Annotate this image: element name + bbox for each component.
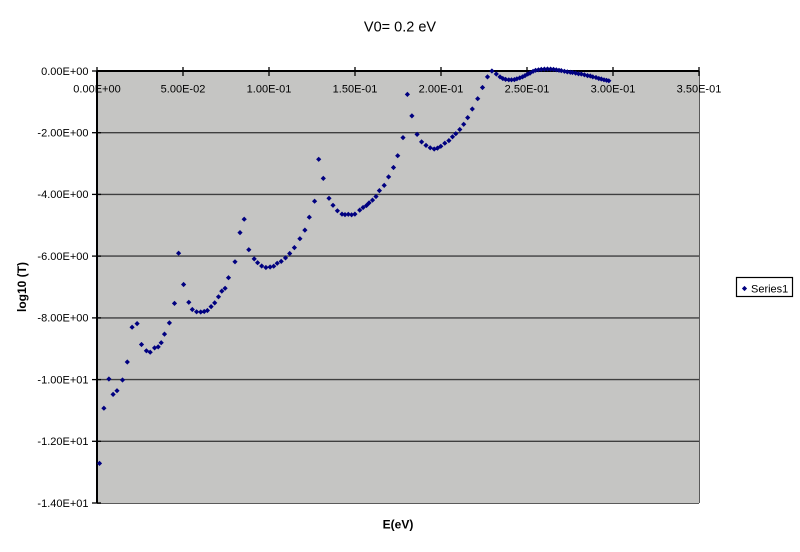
svg-text:3.00E-01: 3.00E-01 xyxy=(591,84,636,96)
svg-text:1.00E-01: 1.00E-01 xyxy=(247,84,292,96)
svg-text:log10 (T): log10 (T) xyxy=(15,262,29,312)
svg-text:2.50E-01: 2.50E-01 xyxy=(505,84,550,96)
svg-text:-1.00E+01: -1.00E+01 xyxy=(37,374,88,386)
svg-text:-1.40E+01: -1.40E+01 xyxy=(37,498,88,510)
svg-text:3.50E-01: 3.50E-01 xyxy=(677,84,722,96)
svg-text:2.00E-01: 2.00E-01 xyxy=(419,84,464,96)
svg-text:-4.00E+00: -4.00E+00 xyxy=(37,189,88,201)
svg-text:Series1: Series1 xyxy=(751,284,788,296)
svg-text:-1.20E+01: -1.20E+01 xyxy=(37,436,88,448)
svg-text:V0= 0.2 eV: V0= 0.2 eV xyxy=(364,20,436,36)
svg-text:E(eV): E(eV) xyxy=(383,518,414,532)
svg-text:5.00E-02: 5.00E-02 xyxy=(161,84,206,96)
svg-text:-8.00E+00: -8.00E+00 xyxy=(37,313,88,325)
svg-text:1.50E-01: 1.50E-01 xyxy=(333,84,378,96)
svg-text:0.00E+00: 0.00E+00 xyxy=(41,66,88,78)
svg-text:0.00E+00: 0.00E+00 xyxy=(73,84,120,96)
svg-text:-2.00E+00: -2.00E+00 xyxy=(37,128,88,140)
svg-text:-6.00E+00: -6.00E+00 xyxy=(37,251,88,263)
